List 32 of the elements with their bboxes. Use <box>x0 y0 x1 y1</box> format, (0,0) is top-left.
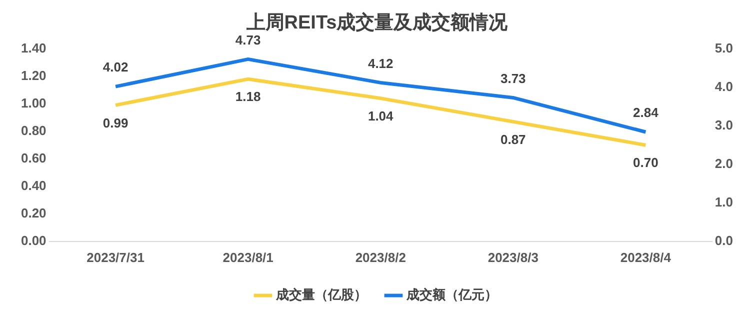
y-tick-label: 0.20 <box>20 205 46 220</box>
y-tick-label: 1.00 <box>20 95 46 110</box>
y2-tick-label: 5.0 <box>714 40 734 56</box>
data-label: 4.73 <box>235 32 261 48</box>
y2-tick-label: 4.0 <box>714 78 734 94</box>
y2-tick-label: 0.0 <box>714 232 734 248</box>
x-tick-label: 2023/8/4 <box>620 250 672 265</box>
y-tick-label: 0.40 <box>20 178 46 193</box>
data-label: 0.99 <box>102 115 128 130</box>
legend-label: 成交额（亿元） <box>406 287 498 302</box>
y2-tick-label: 3.0 <box>714 117 734 132</box>
data-label: 3.73 <box>500 70 526 86</box>
data-label: 4.12 <box>368 56 394 71</box>
y-tick-label: 0.60 <box>20 150 46 166</box>
y-tick-label: 1.20 <box>20 68 46 83</box>
x-tick-label: 2023/7/31 <box>86 250 144 265</box>
y-tick-label: 0.00 <box>20 232 46 248</box>
data-label: 4.02 <box>102 60 128 75</box>
y-tick-label: 1.40 <box>20 40 46 56</box>
x-tick-label: 2023/8/1 <box>222 250 274 265</box>
data-label: 1.04 <box>368 108 394 124</box>
y2-tick-label: 1.0 <box>714 194 734 210</box>
y2-tick-label: 2.0 <box>714 156 734 171</box>
chart-title: 上周REITs成交量及成交额情况 <box>245 12 509 34</box>
x-tick-label: 2023/8/2 <box>355 250 406 265</box>
data-label: 0.87 <box>500 132 526 147</box>
data-label: 0.70 <box>633 155 658 170</box>
y-tick-label: 0.80 <box>20 122 46 138</box>
data-label: 1.18 <box>235 89 261 104</box>
legend-label: 成交量（亿股） <box>275 287 367 302</box>
x-tick-label: 2023/8/3 <box>488 250 538 265</box>
data-label: 2.84 <box>633 105 660 120</box>
